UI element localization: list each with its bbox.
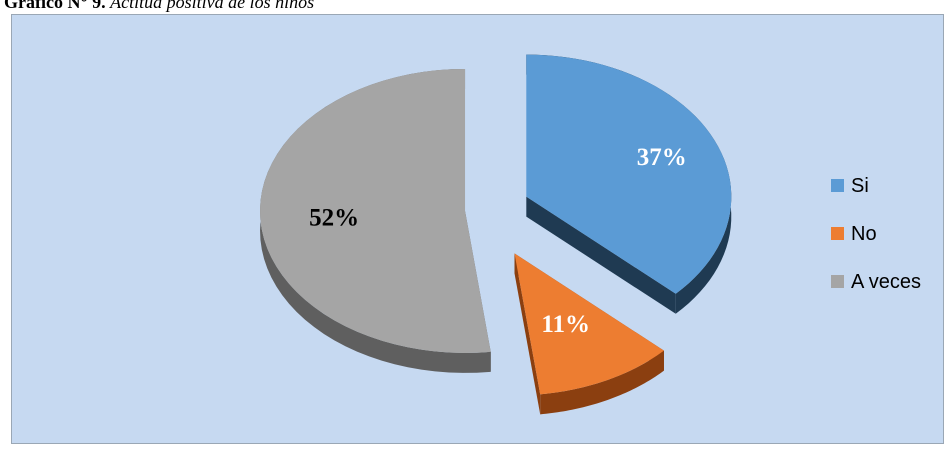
legend: Si No A veces [831,175,921,293]
legend-swatch-no [831,227,844,240]
data-label-a-veces: 52% [309,205,359,232]
legend-label-si: Si [851,175,869,197]
data-label-si: 37% [637,144,687,171]
legend-label-a-veces: A veces [851,271,921,293]
slice-si [526,54,732,294]
legend-label-no: No [851,223,877,245]
figure-caption: Gráfico N° 9. Actitud positiva de los ni… [4,0,314,13]
legend-swatch-a-veces [831,275,844,288]
legend-swatch-si [831,179,844,192]
slice-a-veces [260,68,491,353]
caption-label: Gráfico N° 9. [4,0,106,12]
slice-no [514,253,664,395]
data-label-no: 11% [541,311,590,338]
caption-text: Actitud positiva de los niños [110,0,315,12]
